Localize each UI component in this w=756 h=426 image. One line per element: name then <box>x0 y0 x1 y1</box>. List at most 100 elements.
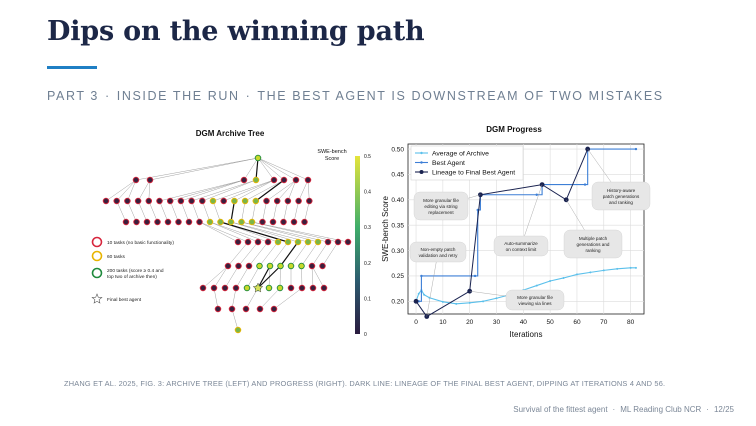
tree-edge <box>238 241 259 267</box>
tree-node <box>234 326 242 334</box>
tree-edge <box>199 221 239 243</box>
tree-edge <box>137 200 148 223</box>
tree-node <box>290 218 298 226</box>
tree-node <box>344 238 352 246</box>
footer-venue: ML Reading Club NCR <box>620 405 702 414</box>
annotation-text: and ranking <box>609 200 633 205</box>
tree-node <box>304 238 312 246</box>
tree-edge <box>223 179 275 202</box>
tree-node <box>231 197 238 205</box>
tree-node <box>319 262 326 270</box>
tree-node <box>199 284 207 292</box>
annotation-box <box>409 241 467 263</box>
annotation-text: Auto-summarize <box>504 241 538 246</box>
tree-node <box>164 218 172 226</box>
tree-node <box>301 218 308 226</box>
tree-node <box>308 262 316 270</box>
tree-edge <box>243 157 259 181</box>
average-of-archive-point <box>535 284 538 287</box>
tree-edge <box>257 157 297 181</box>
star-icon <box>91 293 103 304</box>
tree-node <box>284 197 292 205</box>
tree-node <box>294 238 302 246</box>
tree-node <box>238 218 245 226</box>
chart-legend: Average of Archive Best Agent Lineage to F… <box>410 145 524 181</box>
subtitle-part: PART 3 <box>47 89 99 103</box>
colorbar-tick-label: 0.4 <box>364 190 371 196</box>
tree-node <box>264 238 272 246</box>
tree-node <box>209 197 217 205</box>
tree-edge <box>245 179 285 202</box>
average-of-archive-point <box>602 269 605 272</box>
tree-node <box>133 218 140 226</box>
tree-edge <box>251 200 256 223</box>
tree-node <box>314 238 322 246</box>
tree-edge <box>277 179 297 202</box>
legend-entry-label: Best Agent <box>432 160 465 167</box>
tree-edge <box>227 241 249 267</box>
tree-node <box>166 197 174 205</box>
tree-node <box>217 218 224 226</box>
subtitle-tagline: THE BEST AGENT IS DOWNSTREAM OF TWO MIST… <box>257 89 664 103</box>
best-agent-point <box>583 183 587 186</box>
tree-edge <box>272 200 278 223</box>
average-of-archive-point <box>482 300 485 303</box>
tree-node <box>210 284 218 292</box>
tree-node <box>309 284 317 292</box>
colorbar-label: SWE-bench <box>317 149 346 155</box>
x-tick-label: 50 <box>547 319 555 326</box>
tree-node <box>102 197 110 205</box>
average-of-archive-point <box>634 266 637 269</box>
figure: DGM Archive Tree SWE-bench Score 0.5 0.4 0… <box>78 118 675 344</box>
annotation-box <box>413 191 469 221</box>
progress-chart-panel: DGM Progress 0 10 20 30 40 50 60 70 80 0.20 0.25 0.… <box>381 125 651 339</box>
annotation-box <box>591 181 651 211</box>
tree-edge <box>257 157 309 181</box>
tree-edge <box>220 221 289 243</box>
x-axis-label: Iterations <box>510 330 543 339</box>
annotation-text: History-aware <box>607 188 636 193</box>
legend-entry-label: Average of Archive <box>432 150 489 157</box>
annotation-text: patch generations <box>603 194 640 199</box>
footer-separator: · <box>706 405 709 414</box>
tree-edge <box>149 157 259 181</box>
tree-node <box>276 284 284 292</box>
annotation-text: editing via string <box>424 204 458 209</box>
y-tick-label: 0.25 <box>391 273 404 280</box>
legend-ring-icon <box>91 267 103 279</box>
tree-edge <box>241 221 319 243</box>
tree-edge <box>127 179 137 202</box>
legend-swatch-marker <box>419 170 424 174</box>
slide-title: Dips on the winning path <box>47 16 425 47</box>
tree-node <box>235 262 242 270</box>
tree-edge <box>105 179 137 202</box>
tree-edge <box>137 179 151 202</box>
average-of-archive-point <box>468 301 471 304</box>
tree-edge <box>287 179 297 202</box>
tree-edge <box>212 179 275 202</box>
y-tick-label: 0.35 <box>391 222 404 229</box>
slide-footer: Survival of the fittest agent · ML Reading… <box>513 405 734 414</box>
tree-edge <box>148 179 151 202</box>
tree-node <box>242 305 250 313</box>
annotation-text: ranking <box>585 248 601 253</box>
average-of-archive-point <box>423 293 426 296</box>
annotation-text: on context limit <box>506 247 537 252</box>
tree-node <box>113 197 120 205</box>
tree-edge <box>279 265 281 289</box>
tree-edge <box>290 241 309 267</box>
lineage-final-best-agent-point <box>424 314 430 319</box>
subtitle-separator: · <box>245 89 252 103</box>
tree-edge <box>230 200 235 223</box>
average-of-archive-point <box>562 276 565 279</box>
annotation-text: More granular file <box>423 198 459 203</box>
y-axis-label: SWE-bench Score <box>381 196 390 262</box>
tree-edge <box>246 265 260 289</box>
annotation-box <box>505 289 565 311</box>
colorbar-tick-label: 0 <box>364 332 367 338</box>
tree-edge <box>199 221 249 243</box>
tree-node <box>240 176 248 184</box>
tree-node <box>227 218 235 226</box>
tree-edge <box>255 157 259 181</box>
tree-edge <box>273 287 303 310</box>
